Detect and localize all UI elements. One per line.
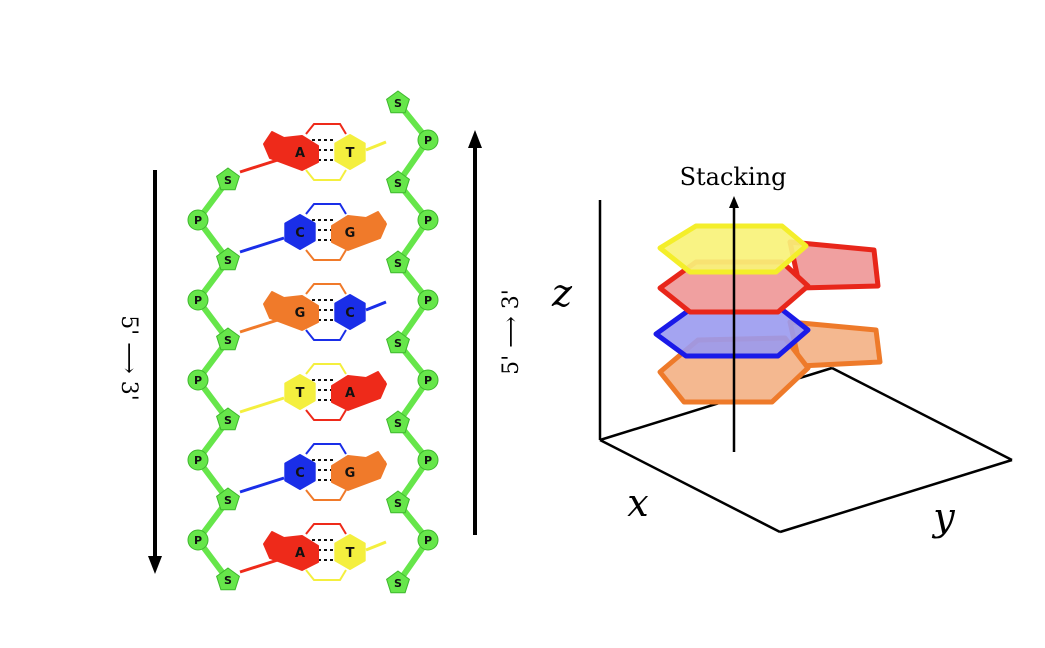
sugar-node: S <box>386 90 410 114</box>
right-base-label: T <box>346 546 355 561</box>
svg-text:P: P <box>424 294 432 307</box>
z-axis-label: z <box>551 271 573 315</box>
left-base-T <box>284 374 316 410</box>
svg-text:S: S <box>224 174 232 187</box>
svg-text:S: S <box>394 97 402 110</box>
stack-layer-blue <box>653 305 811 359</box>
right-base-label: A <box>345 386 355 401</box>
right-base-T <box>334 534 366 570</box>
sugar-node: S <box>386 490 410 514</box>
svg-text:P: P <box>424 454 432 467</box>
sugar-node: S <box>216 407 240 431</box>
right-base-label: G <box>345 466 356 481</box>
sugar-node: S <box>386 250 410 274</box>
svg-text:S: S <box>394 177 402 190</box>
sugar-node: S <box>216 247 240 271</box>
phosphate-node: P <box>417 369 439 391</box>
svg-text:P: P <box>194 534 202 547</box>
right-base-A <box>331 371 387 411</box>
svg-text:S: S <box>394 257 402 270</box>
svg-text:S: S <box>394 497 402 510</box>
svg-text:P: P <box>194 454 202 467</box>
right-base-G <box>331 451 387 491</box>
phosphate-node: P <box>417 209 439 231</box>
right-base-T <box>334 134 366 170</box>
right-base-label: T <box>346 146 355 161</box>
right-strand-direction: 5' ⟶ 3' <box>499 289 524 375</box>
left-base-A <box>263 531 319 571</box>
sugar-node: S <box>216 487 240 511</box>
sugar-node: S <box>386 330 410 354</box>
stacking-title: Stacking <box>680 163 787 191</box>
left-base-A <box>263 131 319 171</box>
right-strand-arrow <box>468 130 482 535</box>
phosphate-node: P <box>187 209 209 231</box>
svg-text:P: P <box>424 214 432 227</box>
right-base-label: G <box>345 226 356 241</box>
svg-text:S: S <box>394 417 402 430</box>
sugar-node: S <box>386 410 410 434</box>
svg-text:S: S <box>394 577 402 590</box>
svg-text:P: P <box>424 534 432 547</box>
x-axis-label: x <box>627 481 648 525</box>
svg-text:P: P <box>194 214 202 227</box>
phosphate-node: P <box>417 129 439 151</box>
svg-text:P: P <box>424 134 432 147</box>
left-base-label: T <box>296 386 305 401</box>
right-base-label: C <box>345 306 355 321</box>
sugar-node: S <box>386 570 410 594</box>
svg-text:S: S <box>224 334 232 347</box>
svg-text:S: S <box>224 414 232 427</box>
stacking-axis-arrow <box>729 196 739 452</box>
left-base-G <box>263 291 319 331</box>
svg-text:P: P <box>194 294 202 307</box>
left-base-label: A <box>295 546 305 561</box>
left-base-label: A <box>295 146 305 161</box>
svg-text:S: S <box>224 574 232 587</box>
svg-text:S: S <box>224 494 232 507</box>
phosphate-node: P <box>187 529 209 551</box>
svg-text:S: S <box>224 254 232 267</box>
left-base-C <box>284 454 316 490</box>
stacking-diagram: Stacking z x y <box>551 163 1013 539</box>
phosphate-node: P <box>417 289 439 311</box>
phosphate-node: P <box>187 289 209 311</box>
y-axis-label: y <box>931 495 955 539</box>
sugar-node: S <box>386 170 410 194</box>
svg-text:P: P <box>424 374 432 387</box>
phosphate-node: P <box>187 369 209 391</box>
left-base-C <box>284 214 316 250</box>
sugar-node: S <box>216 167 240 191</box>
left-strand-direction: 5' ⟶ 3' <box>116 315 141 401</box>
phosphate-node: P <box>417 449 439 471</box>
left-base-label: C <box>295 466 305 481</box>
right-base-G <box>331 211 387 251</box>
right-base-C <box>334 294 366 330</box>
left-strand-arrow <box>148 170 162 574</box>
left-base-label: C <box>295 226 305 241</box>
svg-text:P: P <box>194 374 202 387</box>
sugar-node: S <box>216 327 240 351</box>
left-base-label: G <box>295 306 306 321</box>
phosphate-node: P <box>187 449 209 471</box>
phosphate-node: P <box>417 529 439 551</box>
sugar-node: S <box>216 567 240 591</box>
svg-text:S: S <box>394 337 402 350</box>
